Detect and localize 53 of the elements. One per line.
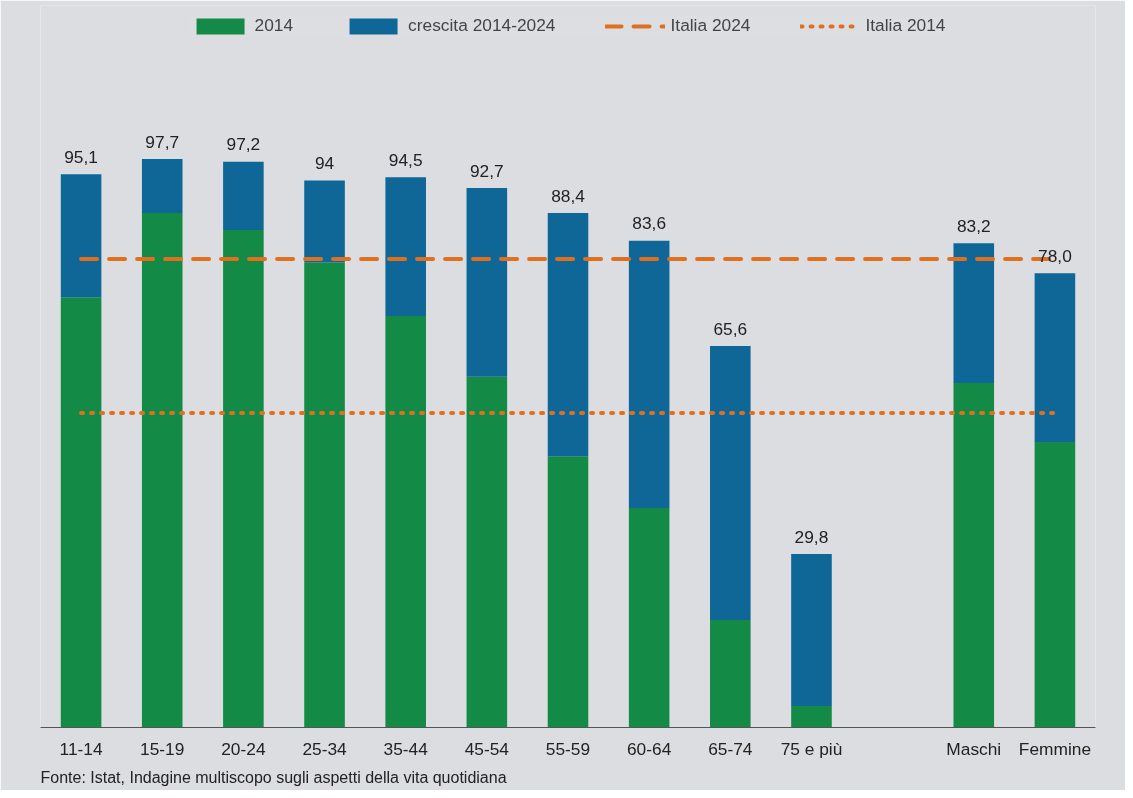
bar [1034,442,1076,728]
bar [141,213,183,728]
x-tick-label: 55-59 [545,738,591,759]
annotation: 92,7 [469,160,504,181]
bar [60,174,102,298]
x-tick-label: Maschi [946,738,1002,759]
annotation: 83,2 [956,215,991,236]
bar [953,382,995,728]
bar [385,177,426,316]
bar [791,554,832,706]
bar [223,161,264,231]
x-tick-label: 60-64 [626,738,672,759]
bar [710,346,751,621]
x-tick-label: Femmine [1018,738,1092,759]
annotation: 29,8 [794,526,829,547]
x-tick-label: 11-14 [59,738,103,759]
bar [304,262,345,728]
x-tick-label: 35-44 [383,738,429,759]
bar [953,243,995,383]
annotation: 97,7 [145,131,180,152]
annotation: 88,4 [551,185,586,206]
bar [547,213,589,457]
x-tick-label: 45-54 [464,738,510,759]
annotation: 78,0 [1038,245,1072,266]
x-tick-label: 15-19 [140,738,185,759]
x-tick-label: 20-24 [221,738,266,759]
legend-label: Italia 2024 [670,15,751,36]
bar [710,620,751,728]
x-tick-label: 65-74 [708,738,753,759]
annotation: 94,5 [388,149,423,170]
bar [1034,273,1076,443]
bar [547,456,589,728]
bar [466,376,508,728]
bar [628,240,670,509]
x-tick-label: 25-34 [302,738,348,759]
bar [791,705,832,728]
bar [60,297,102,728]
annotation: 94 [314,153,335,174]
bar [385,315,426,728]
annotation: 65,6 [713,318,748,339]
bar [466,187,508,377]
annotation: 95,1 [64,146,98,167]
bar [304,180,345,263]
legend-label: crescita 2014-2024 [408,15,556,36]
legend-label: Italia 2014 [865,15,946,36]
x-tick-label: 75 e più [780,738,843,759]
annotation: 83,6 [632,213,667,234]
annotation: 97,2 [226,134,261,155]
bar [628,508,670,728]
source-note: Fonte: Istat, Indagine multiscopo sugli aspetti della vita quotidiana [40,768,507,786]
bar [141,159,183,213]
bar [223,230,264,728]
legend-label: 2014 [254,15,294,36]
